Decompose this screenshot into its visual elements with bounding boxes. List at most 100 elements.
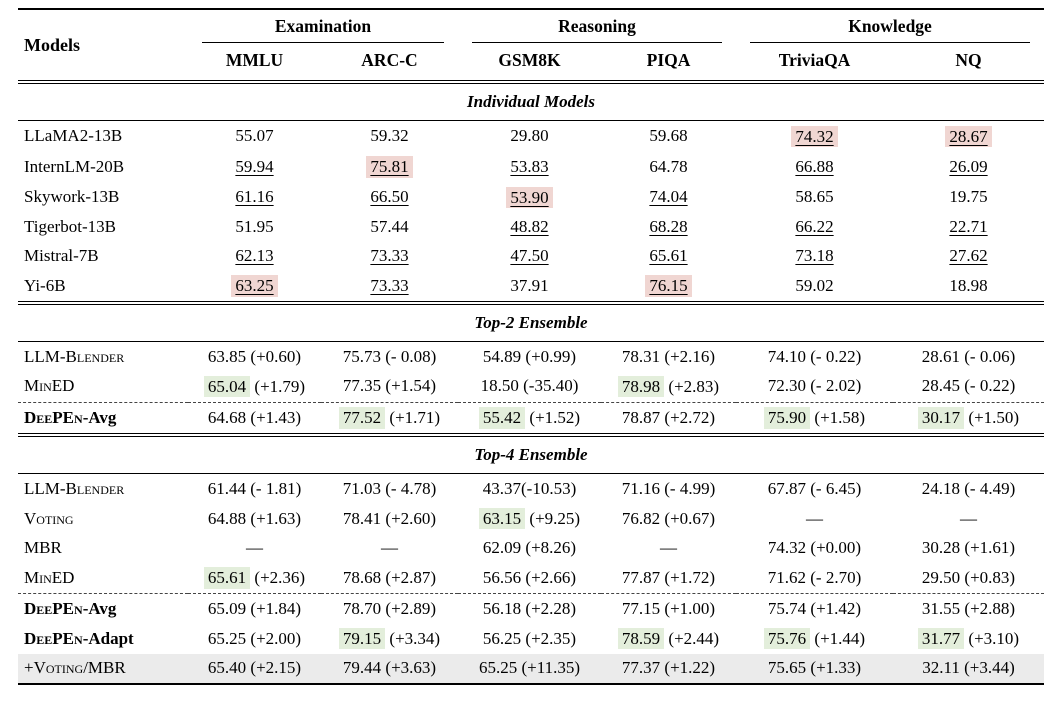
metric-value: 62.13 [235,246,274,266]
metric-value: — [806,508,824,528]
cell-nq: 19.75 [893,182,1044,213]
metric-value: 64.78 [649,156,688,176]
metric-value: 55.07 [235,126,274,146]
cell-nq: 28.45 (- 0.22) [893,371,1045,403]
table-row: Yi-6B 63.25 73.33 37.91 76.15 59.02 18.98 [18,271,1044,304]
cell-mmlu: 51.95 [188,213,321,242]
cell-arc-c: 79.44 (+3.63) [321,654,458,684]
metric-delta: (+1.61) [964,538,1016,558]
cell-gsm8k: 54.89 (+0.99) [458,342,601,372]
cell-triviaqa: 59.02 [736,271,893,304]
cell-piqa: 78.59 (+2.44) [601,623,736,654]
cell-mmlu: 65.40 (+2.15) [188,654,321,684]
metric-value: 71.03 [342,478,381,498]
model-name-part: Tigerbot-13B [24,217,116,237]
metric-value: 78.41 [342,508,382,528]
metric-value: 64.88 [207,508,247,528]
model-name-part: Voting [24,508,74,528]
metric-value: 26.09 [949,156,988,176]
model-name-part: InternLM-20B [24,156,125,176]
metric-delta: (+3.10) [968,628,1020,648]
metric-value: 79.15 [338,627,386,650]
metric-delta: (+0.83) [964,568,1016,588]
cell-nq: 28.61 (- 0.06) [893,342,1044,372]
cell-piqa: 77.87 (+1.72) [601,562,737,595]
metric-delta: (+2.88) [964,598,1016,618]
model-name: MinED [18,562,188,595]
col-header-mmlu: MMLU [225,50,284,70]
metric-delta: (+2.66) [525,568,577,588]
metric-value: 63.15 [478,507,526,530]
table-header: Models Examination Reasoning Knowledge MMLU A… [18,9,1044,82]
metric-value: 63.25 [231,275,278,297]
section-title: Top-4 Ensemble [18,433,1045,475]
cell-nq: 24.18 (- 4.49) [893,474,1044,504]
metric-delta: (- 1.81) [250,478,302,498]
model-name-part: DeePEn [24,628,83,648]
metric-value: 75.73 [342,346,381,366]
cell-gsm8k: 47.50 [458,242,601,271]
table-row: DeePEn-Adapt 65.25 (+2.00) 79.15 (+3.34) 56… [18,623,1044,654]
model-name: MinED [18,371,188,403]
metric-value: 31.77 [917,627,965,650]
cell-arc-c: 79.15 (+3.34) [321,623,458,654]
metric-delta: (+1.44) [814,628,866,648]
cell-arc-c: 75.73 (- 0.08) [321,342,458,372]
col-header-piqa: PIQA [646,50,691,70]
model-name: DeePEn-Adapt [18,623,188,654]
cell-mmlu: — [188,534,321,563]
results-table: Models Examination Reasoning Knowledge MMLU A… [18,8,1045,685]
cell-triviaqa: 75.65 (+1.33) [736,654,893,684]
cell-piqa: — [601,534,736,563]
table-row: DeePEn-Avg 65.09 (+1.84) 78.70 (+2.89) 56.1… [18,594,1044,624]
cell-gsm8k: 56.56 (+2.66) [458,562,601,595]
metric-delta: (+1.84) [250,598,302,618]
metric-value: 73.33 [370,275,409,295]
metric-delta: (+2.72) [664,408,716,427]
metric-delta: (+1.00) [664,598,716,618]
table-row: MinED 65.61 (+2.36) 78.68 (+2.87) 56.56 (+2… [18,562,1045,595]
cell-nq: 31.77 (+3.10) [893,623,1044,654]
metric-delta: (+2.16) [664,346,716,366]
group-header-examination: Examination [188,9,458,43]
col-header-triviaqa: TriviaQA [778,50,851,70]
group-header-label: Examination [202,16,444,43]
metric-delta: (- 4.99) [664,478,716,498]
metric-value: 27.62 [949,246,988,266]
metric-delta: (- 0.22) [810,346,862,366]
cell-piqa: 78.98 (+2.83) [601,371,737,403]
cell-mmlu: 63.25 [188,271,321,304]
cell-triviaqa: 75.74 (+1.42) [736,594,893,624]
cell-gsm8k: 48.82 [458,213,601,242]
cell-mmlu: 65.61 (+2.36) [188,562,321,595]
col-header-nq: NQ [955,50,982,70]
cell-nq: 31.55 (+2.88) [893,594,1044,624]
metric-delta: (- 0.06) [964,346,1016,366]
cell-nq: 30.28 (+1.61) [893,534,1044,563]
metric-delta: (- 4.49) [964,478,1016,498]
metric-value: 65.61 [203,567,251,589]
cell-nq: 27.62 [893,242,1044,271]
cell-gsm8k: 56.25 (+2.35) [458,623,601,654]
model-name-part: MinED [24,376,75,396]
model-name-part: DeePEn [24,598,83,618]
cell-arc-c: 66.50 [321,182,458,213]
metric-delta: (+2.83) [668,376,720,396]
metric-value: 77.15 [621,598,661,618]
table-row: DeePEn-Avg 64.68 (+1.43) 77.52 (+1.71) 55.4… [18,402,1044,435]
cell-mmlu: 64.88 (+1.63) [188,503,321,534]
metric-value: 59.94 [235,156,274,176]
metric-value: 77.52 [338,407,386,429]
metric-value: 65.40 [207,658,247,678]
table-row: Tigerbot-13B 51.95 57.44 48.82 68.28 66.22 22.… [18,213,1044,242]
metric-delta: (+1.71) [389,408,441,428]
metric-value: 30.17 [917,407,965,429]
metric-delta: (+1.52) [529,408,581,428]
cell-triviaqa: 66.88 [736,152,893,183]
model-name: Mistral-7B [18,242,188,271]
metric-value: 65.25 [207,628,247,648]
metric-value: 74.32 [767,538,807,558]
cell-triviaqa: 66.22 [736,213,893,242]
cell-gsm8k: 65.25 (+11.35) [458,654,601,684]
cell-arc-c: — [321,534,458,563]
